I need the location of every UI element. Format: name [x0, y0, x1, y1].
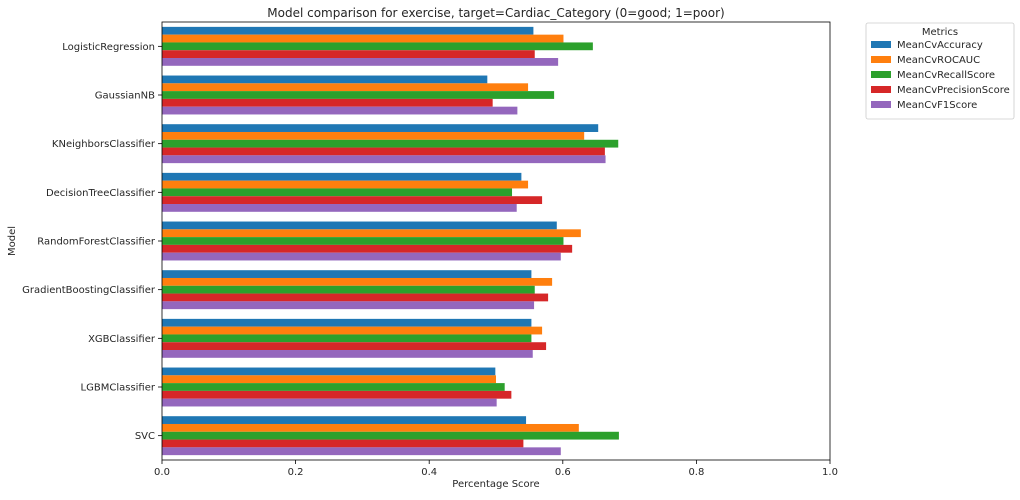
- bar-KNeighborsClassifier-MeanCvAccuracy: [162, 124, 599, 132]
- x-tick-label: 0.2: [288, 467, 304, 478]
- bar-LGBMClassifier-MeanCvF1Score: [162, 398, 497, 407]
- bar-GaussianNB-MeanCvRecallScore: [162, 91, 555, 99]
- bar-XGBClassifier-MeanCvROCAUC: [162, 326, 543, 335]
- bar-KNeighborsClassifier-MeanCvROCAUC: [162, 131, 585, 140]
- bar-RandomForestClassifier-MeanCvPrecisionScore: [162, 244, 573, 253]
- x-tick-label: 1.0: [822, 467, 838, 478]
- bar-RandomForestClassifier-MeanCvF1Score: [162, 252, 561, 261]
- x-tick-label: 0.8: [688, 467, 704, 478]
- y-tick-label: LogisticRegression: [62, 42, 155, 53]
- bar-GaussianNB-MeanCvAccuracy: [162, 75, 488, 84]
- y-tick-label: GaussianNB: [95, 91, 155, 102]
- y-tick-label: LGBMClassifier: [81, 383, 156, 394]
- y-axis: LogisticRegression GaussianNB KNeighborsCl…: [22, 42, 162, 442]
- bar-DecisionTreeClassifier-MeanCvF1Score: [162, 204, 517, 212]
- y-axis-label: Model: [7, 226, 18, 256]
- x-tick-label: 0.0: [154, 467, 170, 478]
- bar-LogisticRegression-MeanCvRecallScore: [162, 42, 593, 51]
- bar-DecisionTreeClassifier-MeanCvROCAUC: [162, 180, 529, 189]
- bar-XGBClassifier-MeanCvAccuracy: [162, 318, 532, 327]
- bar-LogisticRegression-MeanCvROCAUC: [162, 34, 564, 43]
- bar-LGBMClassifier-MeanCvPrecisionScore: [162, 390, 512, 399]
- bar-GaussianNB-MeanCvROCAUC: [162, 83, 529, 92]
- legend-entry: MeanCvPrecisionScore: [897, 85, 1010, 96]
- bar-SVC-MeanCvF1Score: [162, 447, 561, 456]
- y-tick-label: KNeighborsClassifier: [52, 139, 156, 150]
- bar-SVC-MeanCvROCAUC: [162, 423, 579, 432]
- bar-GradientBoostingClassifier-MeanCvRecallScore: [162, 285, 535, 294]
- legend-items: MeanCvAccuracy MeanCvROCAUC MeanCvRecallSc…: [871, 40, 1010, 111]
- bar-LogisticRegression-MeanCvPrecisionScore: [162, 50, 535, 59]
- bar-LGBMClassifier-MeanCvRecallScore: [162, 383, 505, 391]
- bar-XGBClassifier-MeanCvRecallScore: [162, 334, 532, 343]
- legend-swatch: [871, 56, 891, 63]
- y-tick-label: DecisionTreeClassifier: [46, 188, 156, 199]
- bar-GradientBoostingClassifier-MeanCvPrecisionScore: [162, 293, 549, 302]
- bar-LGBMClassifier-MeanCvAccuracy: [162, 367, 496, 376]
- legend-entry: MeanCvF1Score: [897, 100, 977, 111]
- legend-frame: [865, 22, 1015, 120]
- legend-entry: MeanCvROCAUC: [897, 55, 980, 66]
- bar-KNeighborsClassifier-MeanCvPrecisionScore: [162, 147, 605, 156]
- bar-SVC-MeanCvRecallScore: [162, 431, 619, 440]
- bar-XGBClassifier-MeanCvPrecisionScore: [162, 342, 547, 351]
- bar-RandomForestClassifier-MeanCvRecallScore: [162, 237, 564, 245]
- y-tick-label: RandomForestClassifier: [37, 237, 156, 248]
- legend-entry: MeanCvRecallScore: [897, 70, 995, 81]
- bar-GaussianNB-MeanCvF1Score: [162, 106, 518, 115]
- legend-entry: MeanCvAccuracy: [897, 40, 983, 51]
- bar-GaussianNB-MeanCvPrecisionScore: [162, 98, 493, 107]
- legend-title: Metrics: [922, 27, 958, 38]
- x-axis-label: Percentage Score: [452, 479, 539, 490]
- x-tick-label: 0.6: [555, 467, 571, 478]
- bar-SVC-MeanCvAccuracy: [162, 416, 527, 424]
- y-tick-label: XGBClassifier: [88, 334, 156, 345]
- legend-swatch: [871, 101, 891, 108]
- bars-layer: [162, 26, 619, 456]
- legend: Metrics MeanCvAccuracyMeanCvROCAUCMeanCv…: [865, 22, 1015, 120]
- bar-GradientBoostingClassifier-MeanCvROCAUC: [162, 277, 553, 286]
- legend-swatch: [871, 71, 891, 78]
- bar-DecisionTreeClassifier-MeanCvPrecisionScore: [162, 196, 543, 205]
- bar-LGBMClassifier-MeanCvROCAUC: [162, 375, 496, 384]
- bar-GradientBoostingClassifier-MeanCvAccuracy: [162, 270, 532, 278]
- bar-DecisionTreeClassifier-MeanCvRecallScore: [162, 188, 513, 197]
- chart-title: Model comparison for exercise, target=Ca…: [267, 6, 724, 20]
- bar-XGBClassifier-MeanCvF1Score: [162, 350, 533, 358]
- bar-LogisticRegression-MeanCvAccuracy: [162, 26, 534, 35]
- bar-RandomForestClassifier-MeanCvAccuracy: [162, 221, 557, 230]
- legend-swatch: [871, 86, 891, 93]
- legend-swatch: [871, 41, 891, 48]
- bar-LogisticRegression-MeanCvF1Score: [162, 58, 559, 66]
- bar-KNeighborsClassifier-MeanCvRecallScore: [162, 139, 619, 148]
- bar-GradientBoostingClassifier-MeanCvF1Score: [162, 301, 535, 310]
- x-axis: 0.0 0.2 0.4 0.6 0.8 1.0: [154, 460, 838, 478]
- y-tick-label: SVC: [135, 431, 155, 442]
- x-tick-label: 0.4: [421, 467, 437, 478]
- bar-RandomForestClassifier-MeanCvROCAUC: [162, 229, 581, 238]
- bar-KNeighborsClassifier-MeanCvF1Score: [162, 155, 606, 164]
- y-tick-label: GradientBoostingClassifier: [22, 285, 156, 296]
- bar-DecisionTreeClassifier-MeanCvAccuracy: [162, 172, 522, 181]
- bar-SVC-MeanCvPrecisionScore: [162, 439, 524, 448]
